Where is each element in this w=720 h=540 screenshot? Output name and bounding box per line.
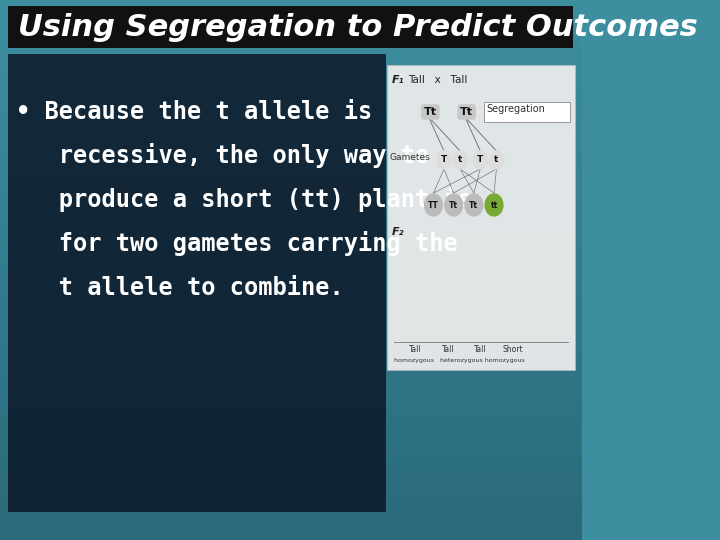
Text: for two gametes carrying the: for two gametes carrying the [16, 232, 458, 256]
Circle shape [473, 151, 487, 169]
Text: Tall: Tall [410, 345, 422, 354]
Text: homozygous   heterozygous homozygous: homozygous heterozygous homozygous [394, 358, 525, 363]
Circle shape [489, 151, 504, 169]
Text: Tt: Tt [424, 107, 437, 117]
Text: Short: Short [503, 345, 523, 354]
Text: Gametes: Gametes [390, 153, 431, 162]
Text: t allele to combine.: t allele to combine. [16, 276, 344, 300]
Circle shape [445, 194, 462, 216]
Text: t: t [494, 156, 499, 165]
Text: Tall: Tall [441, 345, 454, 354]
Circle shape [485, 194, 503, 216]
FancyBboxPatch shape [387, 65, 575, 370]
FancyBboxPatch shape [484, 102, 570, 122]
Text: • Because the t allele is: • Because the t allele is [16, 100, 372, 124]
Text: Segregation: Segregation [487, 104, 546, 114]
Text: TT: TT [428, 200, 439, 210]
Text: t: t [458, 156, 462, 165]
Text: recessive, the only way to: recessive, the only way to [16, 144, 429, 168]
Circle shape [425, 194, 442, 216]
Text: T: T [441, 156, 447, 165]
Circle shape [465, 194, 482, 216]
Text: F₂: F₂ [392, 227, 404, 237]
Text: Tt: Tt [460, 107, 473, 117]
Text: Tall   x   Tall: Tall x Tall [408, 75, 467, 85]
Text: Tt: Tt [449, 200, 458, 210]
Text: T: T [477, 156, 483, 165]
FancyBboxPatch shape [8, 54, 386, 512]
Text: Tt: Tt [469, 200, 478, 210]
Text: F₁: F₁ [392, 75, 404, 85]
Circle shape [437, 151, 451, 169]
FancyBboxPatch shape [8, 6, 573, 48]
Circle shape [453, 151, 467, 169]
Text: produce a short (tt) plant is: produce a short (tt) plant is [16, 187, 472, 213]
Text: tt: tt [490, 200, 498, 210]
Text: Using Segregation to Predict Outcomes: Using Segregation to Predict Outcomes [18, 12, 698, 42]
Text: Tall: Tall [474, 345, 487, 354]
